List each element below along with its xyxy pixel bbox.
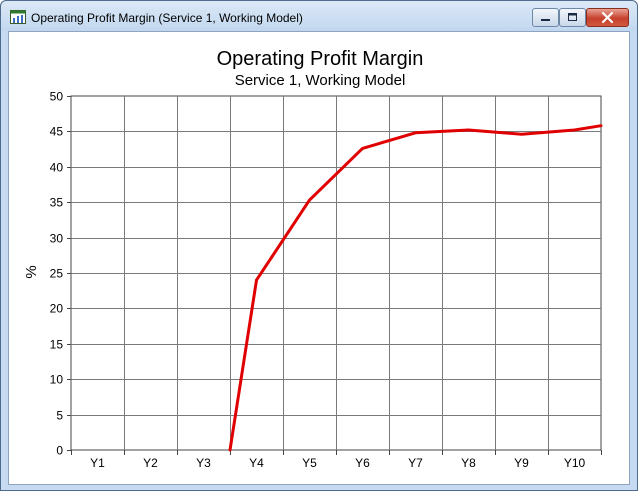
- maximize-button[interactable]: [559, 8, 586, 27]
- line-chart: Operating Profit Margin Service 1, Worki…: [23, 48, 603, 470]
- y-tick-label: 20: [50, 302, 64, 316]
- data-point: [228, 448, 232, 452]
- x-tick-label: Y4: [249, 456, 264, 470]
- series-layer: [228, 124, 603, 452]
- chart-area: Operating Profit Margin Service 1, Worki…: [8, 31, 630, 485]
- data-point: [599, 124, 603, 127]
- y-tick-label: 25: [50, 267, 64, 281]
- data-point: [467, 128, 470, 132]
- y-tick-label: 15: [50, 338, 64, 352]
- minimize-icon: [541, 19, 550, 21]
- x-tick-label: Y5: [302, 456, 317, 470]
- data-point: [308, 198, 311, 202]
- grid-lines: [70, 95, 602, 451]
- x-tick-label: Y2: [143, 456, 158, 470]
- close-button[interactable]: [586, 8, 629, 27]
- y-tick-label: 45: [50, 125, 64, 139]
- x-tick-label: Y8: [461, 456, 476, 470]
- chart-subtitle: Service 1, Working Model: [235, 72, 406, 89]
- x-tick-label: Y9: [514, 456, 529, 470]
- x-tick-label: Y7: [408, 456, 423, 470]
- data-point: [573, 128, 576, 132]
- data-point: [255, 278, 258, 282]
- x-tick-label: Y1: [90, 456, 105, 470]
- close-icon: [601, 11, 614, 24]
- x-tick-label: Y3: [196, 456, 211, 470]
- chart-app-icon: [10, 10, 26, 24]
- y-tick-label: 10: [50, 373, 64, 387]
- title-bar[interactable]: Operating Profit Margin (Service 1, Work…: [1, 1, 637, 31]
- window-title: Operating Profit Margin (Service 1, Work…: [31, 11, 303, 25]
- series-line: [228, 124, 603, 452]
- y-tick-label: 0: [56, 444, 63, 458]
- minimize-button[interactable]: [532, 8, 559, 27]
- maximize-icon: [568, 13, 577, 21]
- y-tick-label: 30: [50, 232, 64, 246]
- x-tick-label: Y6: [355, 456, 370, 470]
- y-axis-ticks: 0 5 10 15 20 25 30 35 40 45 50: [50, 90, 71, 458]
- y-tick-label: 50: [50, 90, 64, 104]
- chart-title: Operating Profit Margin: [217, 48, 424, 70]
- data-point: [520, 133, 523, 136]
- x-axis-ticks: Y1 Y2 Y3 Y4 Y5 Y6 Y7 Y8 Y9 Y10: [71, 450, 602, 470]
- y-tick-label: 5: [56, 409, 63, 423]
- data-point: [361, 147, 364, 150]
- y-tick-label: 35: [50, 196, 64, 210]
- y-axis-label: %: [23, 265, 40, 278]
- x-tick-label: Y10: [564, 456, 586, 470]
- y-tick-label: 40: [50, 161, 64, 175]
- data-point: [414, 131, 417, 134]
